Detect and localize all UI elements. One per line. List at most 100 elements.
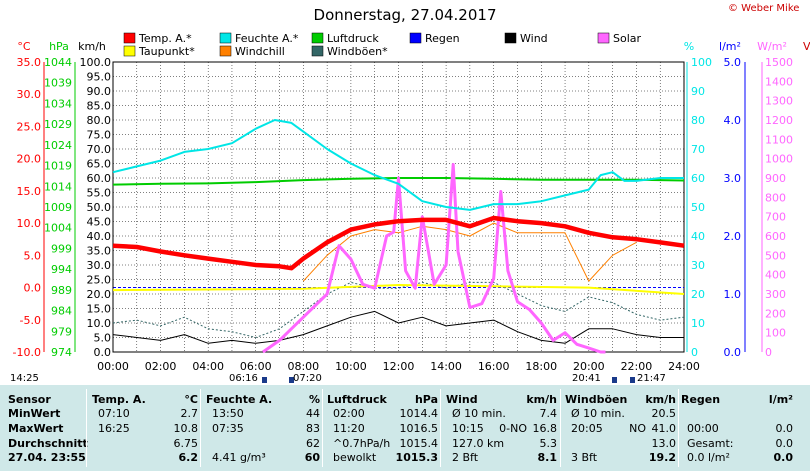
legend-swatch [219, 32, 232, 44]
solar-tick-label: 400 [765, 269, 786, 282]
solar-tick-label: 100 [765, 327, 786, 340]
rain-tick-label: 0.0 [724, 346, 742, 359]
stats-row-label: Durchschnitt [8, 437, 88, 450]
legend-label: Temp. A.* [138, 32, 192, 45]
wind-tick-label: 95.0 [87, 71, 112, 84]
stats-col-unit: % [308, 393, 320, 406]
wind-tick-label: 55.0 [87, 187, 112, 200]
stats-current-value: 1015.3 [395, 451, 438, 464]
wind-tick-label: 40.0 [87, 230, 112, 243]
sun-marker-icon [630, 377, 635, 383]
pressure-tick-label: 974 [51, 346, 72, 359]
stats-min-value: 1014.4 [399, 407, 439, 420]
time-tick-label: 04:00 [192, 360, 224, 373]
solar-tick-label: 800 [765, 191, 786, 204]
time-tick-label: 20:00 [573, 360, 605, 373]
chart-title: Donnerstag, 27.04.2017 [313, 6, 497, 24]
pressure-tick-label: 1044 [44, 56, 72, 69]
solar-tick-label: 900 [765, 172, 786, 185]
time-tick-label: 22:00 [621, 360, 653, 373]
stats-avg-value: 5.3 [539, 437, 558, 450]
series-line-taupunkt [112, 284, 685, 295]
rain-tick-label: 5.0 [724, 56, 742, 69]
stats-col-unit: km/h [645, 393, 676, 406]
stats-avg-label: 127.0 km [452, 437, 505, 450]
rain-tick-label: 2.0 [724, 230, 742, 243]
temp-tick-label: 0.0 [24, 282, 42, 295]
legend-swatch [504, 32, 517, 44]
rain-tick-label: 1.0 [724, 288, 742, 301]
weather-chart: 35.030.025.020.015.010.05.00.0-5.0-10.01… [13, 32, 810, 383]
stats-row-label: Sensor [8, 393, 51, 406]
temp-tick-label: -10.0 [13, 346, 41, 359]
wind-tick-label: 5.0 [94, 332, 112, 345]
legend-swatch [219, 45, 232, 57]
stats-max-time: 00:00 [687, 422, 719, 435]
pressure-tick-label: 979 [51, 325, 72, 338]
humidity-tick-label: 90 [691, 85, 705, 98]
wind-unit-label: km/h [78, 40, 106, 53]
extra-unit-label: V [803, 40, 810, 53]
series-line-feuchtea [112, 119, 684, 211]
stats-extra: 2 Bft [452, 451, 479, 464]
temp-tick-label: 5.0 [24, 249, 42, 262]
temp-tick-label: -5.0 [20, 314, 41, 327]
pressure-tick-label: 1004 [44, 222, 72, 235]
wind-tick-label: 85.0 [87, 100, 112, 113]
legend-label: Solar [613, 32, 642, 45]
stats-max-value: 16.8 [532, 422, 558, 435]
rain-tick-label: 4.0 [724, 114, 742, 127]
wind-tick-label: 20.0 [87, 288, 112, 301]
pressure-tick-label: 989 [51, 284, 72, 297]
stats-col-unit: °C [184, 393, 198, 406]
pressure-unit-label: hPa [49, 40, 69, 53]
stats-max-time: 10:15 [452, 422, 484, 435]
stats-current-label: 0.0 l/m² [687, 451, 730, 464]
chart-labels: 35.030.025.020.015.010.05.00.0-5.0-10.01… [13, 32, 810, 383]
stats-avg-label: Gesamt: [687, 437, 734, 450]
solar-tick-label: 500 [765, 249, 786, 262]
pressure-tick-label: 1014 [44, 180, 72, 193]
wind-tick-label: 30.0 [87, 259, 112, 272]
stats-col-unit: hPa [414, 393, 438, 406]
stats-current-value: 0.0 [773, 451, 794, 464]
temp-tick-label: 15.0 [17, 185, 42, 198]
stats-max-time: 07:35 [212, 422, 244, 435]
stats-max-time: 11:20 [333, 422, 365, 435]
wind-tick-label: 90.0 [87, 85, 112, 98]
stats-extra: bewolkt [333, 451, 377, 464]
stats-col-header: Temp. A. [92, 393, 146, 406]
wind-tick-label: 70.0 [87, 143, 112, 156]
solar-tick-label: 1300 [765, 95, 793, 108]
wind-tick-label: 0.0 [94, 346, 112, 359]
humidity-tick-label: 70 [691, 143, 705, 156]
pressure-tick-label: 999 [51, 242, 72, 255]
series-line-windben [112, 281, 685, 338]
stats-row-label: MaxWert [8, 422, 64, 435]
solar-tick-label: 1100 [765, 133, 793, 146]
stats-min-time: Ø 10 min. [571, 407, 625, 420]
stats-min-time: 02:00 [333, 407, 365, 420]
legend-swatch [311, 45, 324, 57]
humidity-tick-label: 20 [691, 288, 705, 301]
stats-col-header: Regen [681, 393, 721, 406]
pressure-tick-label: 984 [51, 305, 72, 318]
legend-swatch [409, 32, 422, 44]
wind-tick-label: 100.0 [80, 56, 112, 69]
time-tick-label: 00:00 [97, 360, 129, 373]
wind-tick-label: 80.0 [87, 114, 112, 127]
temp-tick-label: 25.0 [17, 120, 42, 133]
rain-unit-label: l/m² [719, 40, 741, 53]
stats-avg-value: 0.0 [775, 437, 794, 450]
pressure-tick-label: 1009 [44, 201, 72, 214]
stats-separator [322, 389, 323, 467]
stats-min-value: 44 [306, 407, 320, 420]
stats-separator [678, 389, 679, 467]
temp-tick-label: 30.0 [17, 88, 42, 101]
stats-col-header: Luftdruck [327, 393, 387, 406]
stats-col-unit: l/m² [768, 393, 793, 406]
wind-tick-label: 25.0 [87, 274, 112, 287]
solar-tick-label: 200 [765, 307, 786, 320]
stats-separator [86, 389, 87, 467]
time-tick-label: 08:00 [287, 360, 319, 373]
